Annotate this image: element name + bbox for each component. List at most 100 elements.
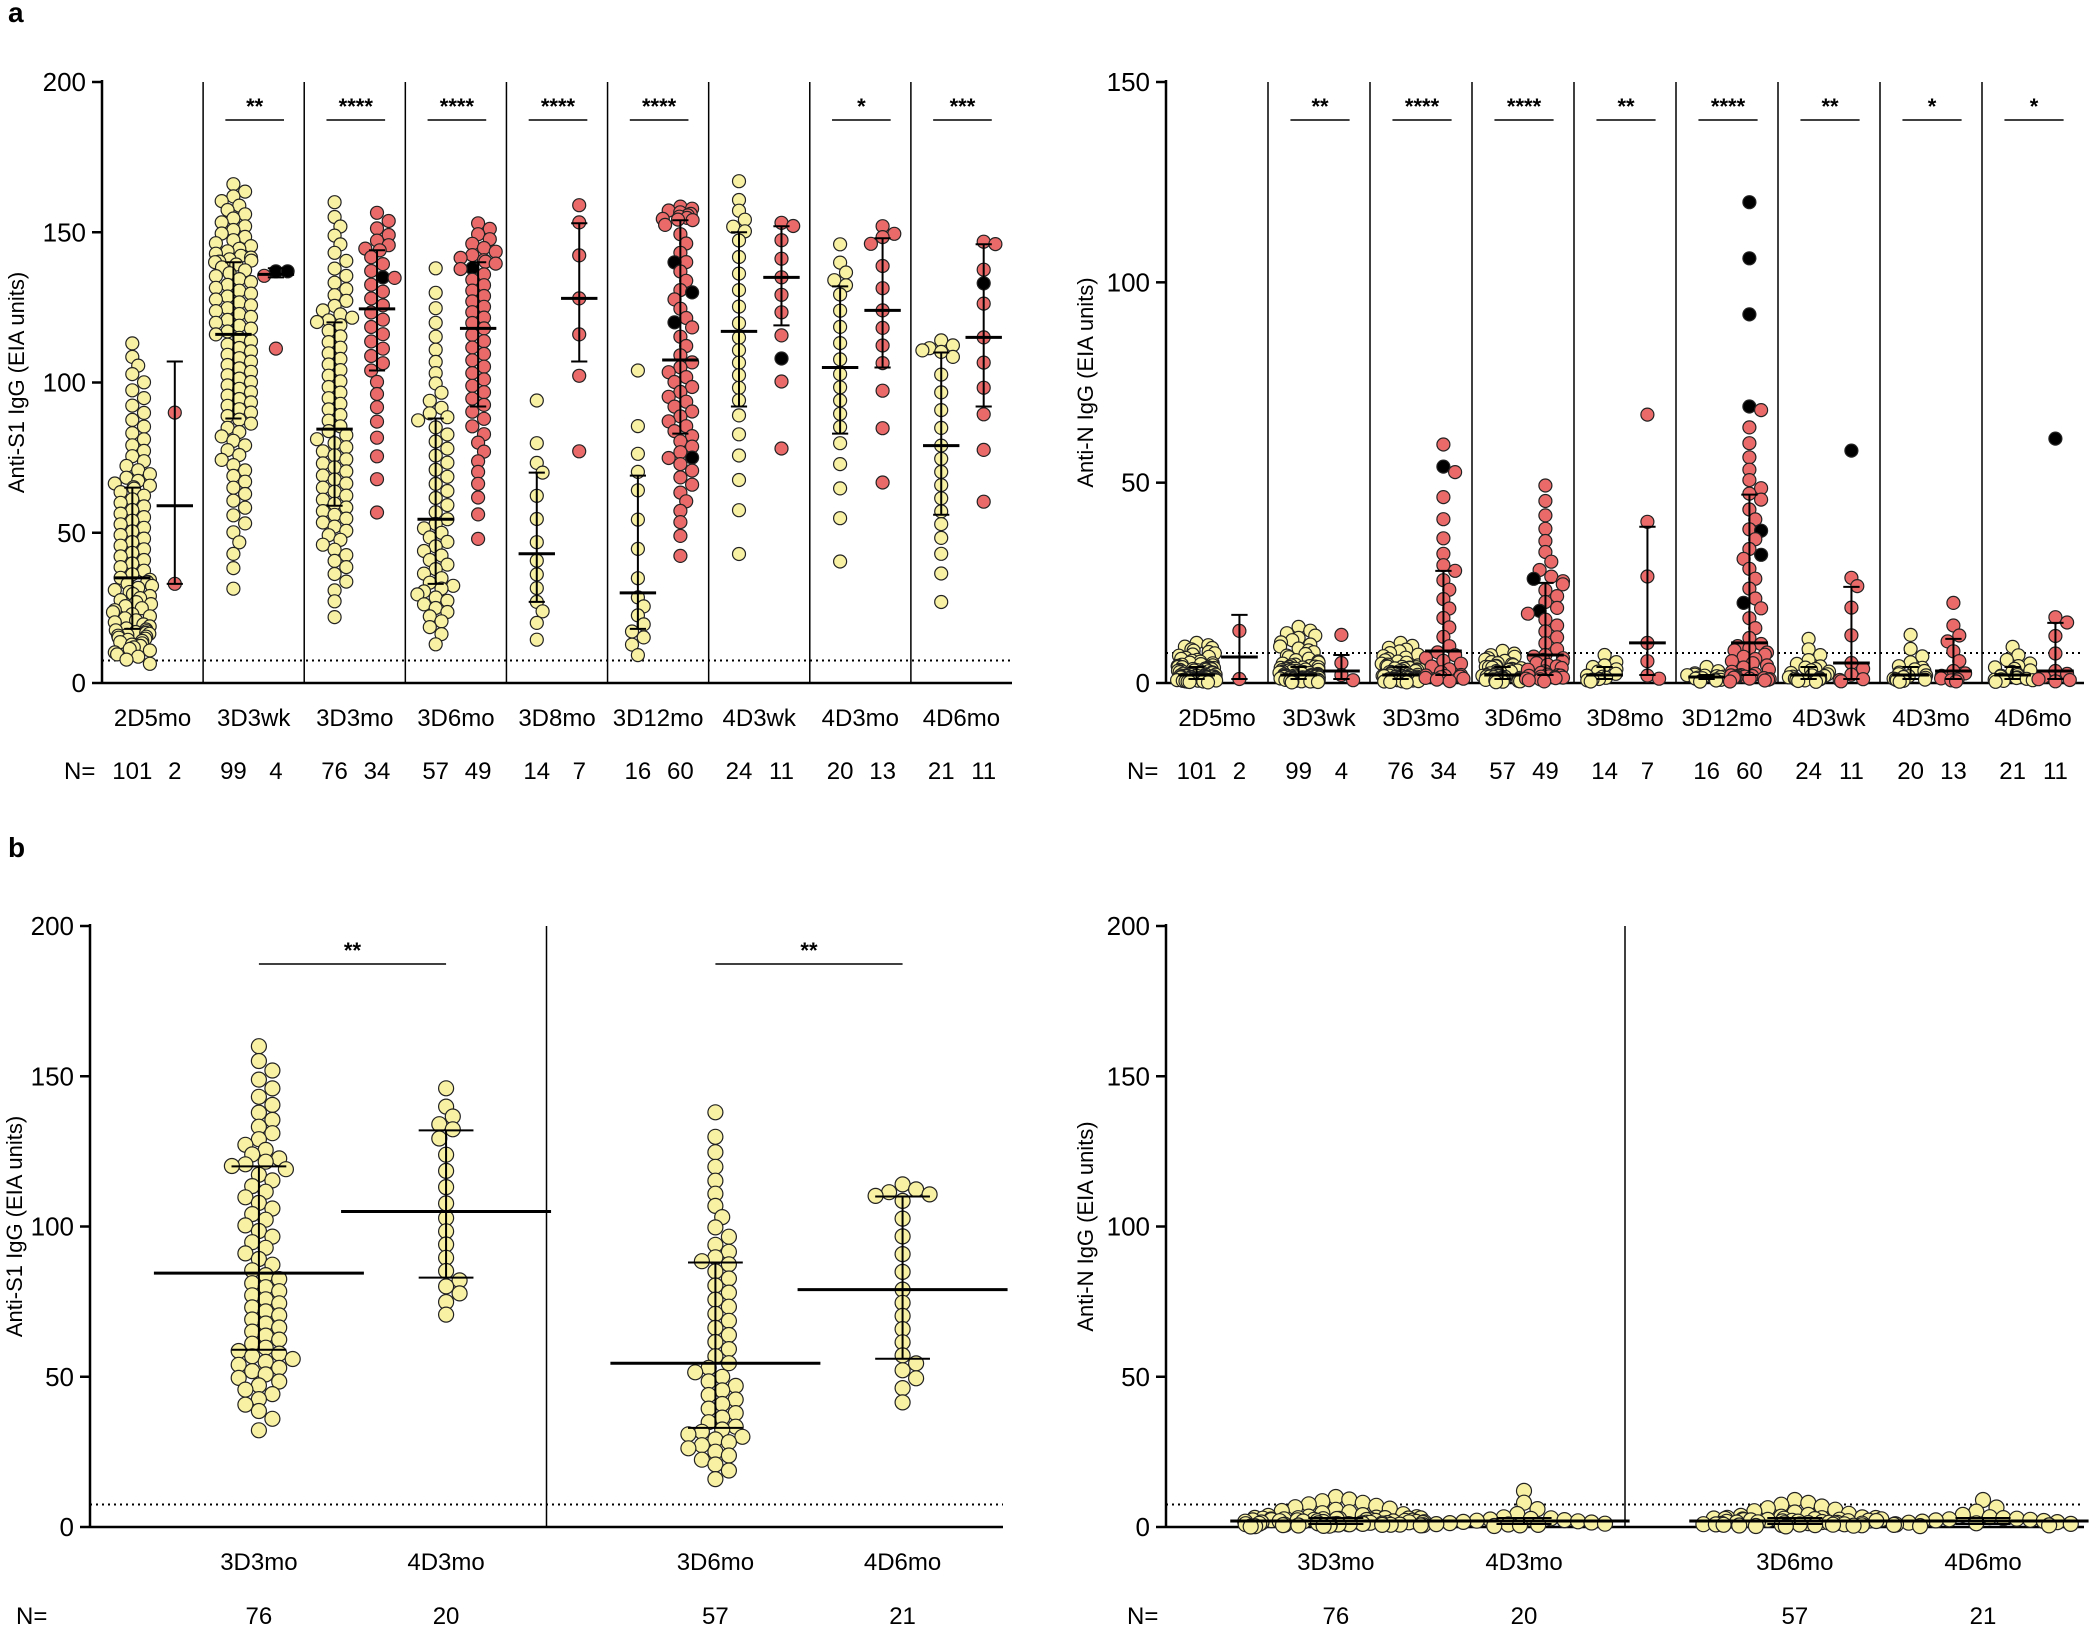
point-seropositive — [774, 441, 789, 456]
point-breakthrough — [1436, 459, 1451, 474]
point-seropositive — [657, 217, 673, 232]
point-seronegative — [1903, 641, 1918, 657]
point-seropositive — [465, 419, 480, 434]
point-seronegative — [428, 301, 443, 316]
y-tick-label: 50 — [1121, 1362, 1150, 1392]
point-breakthrough — [667, 315, 682, 330]
n-label: 60 — [1736, 758, 1763, 785]
point-seropositive — [375, 284, 390, 299]
point-seropositive — [1722, 674, 1738, 689]
point-seronegative — [339, 476, 354, 491]
point-seronegative — [226, 493, 241, 508]
point-seronegative — [687, 1364, 704, 1381]
n-label: 2 — [168, 758, 181, 785]
point-seropositive — [572, 444, 587, 459]
n-label: 13 — [869, 758, 896, 785]
n-label: 11 — [2043, 758, 2068, 785]
point-seronegative — [142, 656, 157, 671]
point-seronegative — [1596, 1515, 1614, 1532]
point-seronegative — [271, 1345, 288, 1362]
point-seronegative — [451, 1285, 468, 1302]
point-seronegative — [1808, 674, 1824, 689]
point-seronegative — [440, 455, 455, 470]
y-axis-label: Anti-S1 IgG (EIA units) — [4, 272, 29, 493]
point-seropositive — [369, 414, 385, 429]
point-seronegative — [707, 1219, 724, 1236]
y-tick-label: 200 — [31, 911, 74, 941]
point-seronegative — [232, 412, 247, 427]
point-seronegative — [934, 530, 949, 546]
point-seronegative — [277, 1161, 294, 1178]
point-seropositive — [476, 359, 492, 374]
point-seronegative — [315, 480, 330, 495]
point-seropositive — [268, 341, 283, 356]
point-seronegative — [250, 1422, 267, 1439]
point-seropositive — [875, 383, 890, 398]
point-breakthrough — [1844, 443, 1859, 458]
point-seropositive — [476, 385, 492, 400]
point-seronegative — [1200, 675, 1216, 690]
point-seronegative — [529, 632, 544, 647]
y-tick-label: 150 — [1107, 67, 1150, 97]
point-seropositive — [364, 277, 379, 292]
point-seropositive — [673, 548, 688, 564]
point-seropositive — [471, 507, 486, 522]
point-seronegative — [934, 566, 949, 581]
point-seronegative — [894, 1379, 911, 1397]
point-seronegative — [680, 1426, 697, 1443]
point-seropositive — [684, 379, 700, 395]
point-seronegative — [700, 1373, 717, 1390]
point-seronegative — [1399, 675, 1414, 690]
point-seronegative — [226, 468, 241, 483]
point-seronegative — [131, 649, 146, 664]
point-seropositive — [1538, 521, 1553, 536]
point-seronegative — [327, 553, 342, 569]
point-seronegative — [271, 1373, 288, 1390]
point-seronegative — [438, 1278, 455, 1295]
point-seronegative — [271, 1359, 288, 1377]
point-seropositive — [1833, 674, 1849, 689]
point-seronegative — [264, 1080, 281, 1097]
point-seronegative — [720, 1447, 738, 1464]
point-seronegative — [734, 1428, 751, 1445]
point-seronegative — [264, 1096, 281, 1114]
category-label: 4D3mo — [407, 1549, 484, 1576]
point-seropositive — [387, 270, 402, 285]
point-seropositive — [1538, 508, 1553, 523]
point-seropositive — [465, 340, 480, 355]
category-label: 3D6mo — [1756, 1549, 1833, 1576]
category-label: 4D3wk — [1792, 705, 1866, 732]
point-seropositive — [1520, 606, 1536, 621]
point-seropositive — [1442, 673, 1457, 689]
point-seronegative — [428, 342, 443, 357]
n-label: 20 — [827, 758, 854, 785]
point-seronegative — [720, 1228, 738, 1245]
point-seronegative — [440, 498, 455, 513]
point-seropositive — [673, 445, 688, 460]
point-breakthrough — [1736, 595, 1751, 611]
point-seropositive — [375, 356, 390, 371]
category-label: 3D3mo — [316, 705, 393, 732]
point-seropositive — [1447, 465, 1463, 480]
point-seropositive — [476, 397, 492, 412]
y-axis-label: Anti-N IgG (EIA units) — [1073, 277, 1098, 487]
point-seropositive — [375, 341, 390, 356]
n-label: 21 — [1970, 1603, 1997, 1625]
point-seronegative — [428, 285, 443, 300]
n-label: 11 — [1839, 758, 1864, 785]
point-breakthrough — [774, 351, 789, 366]
point-seronegative — [284, 1350, 301, 1368]
point-seronegative — [237, 1245, 254, 1262]
point-seronegative — [431, 1130, 448, 1147]
point-seronegative — [238, 207, 253, 222]
point-seronegative — [636, 630, 651, 645]
point-seronegative — [136, 391, 152, 406]
point-breakthrough — [1753, 547, 1769, 562]
point-seronegative — [232, 306, 247, 322]
point-seronegative — [119, 652, 134, 667]
point-seropositive — [453, 261, 468, 277]
point-seronegative — [250, 1071, 267, 1088]
n-label: 57 — [422, 758, 449, 785]
point-seronegative — [250, 1104, 267, 1121]
